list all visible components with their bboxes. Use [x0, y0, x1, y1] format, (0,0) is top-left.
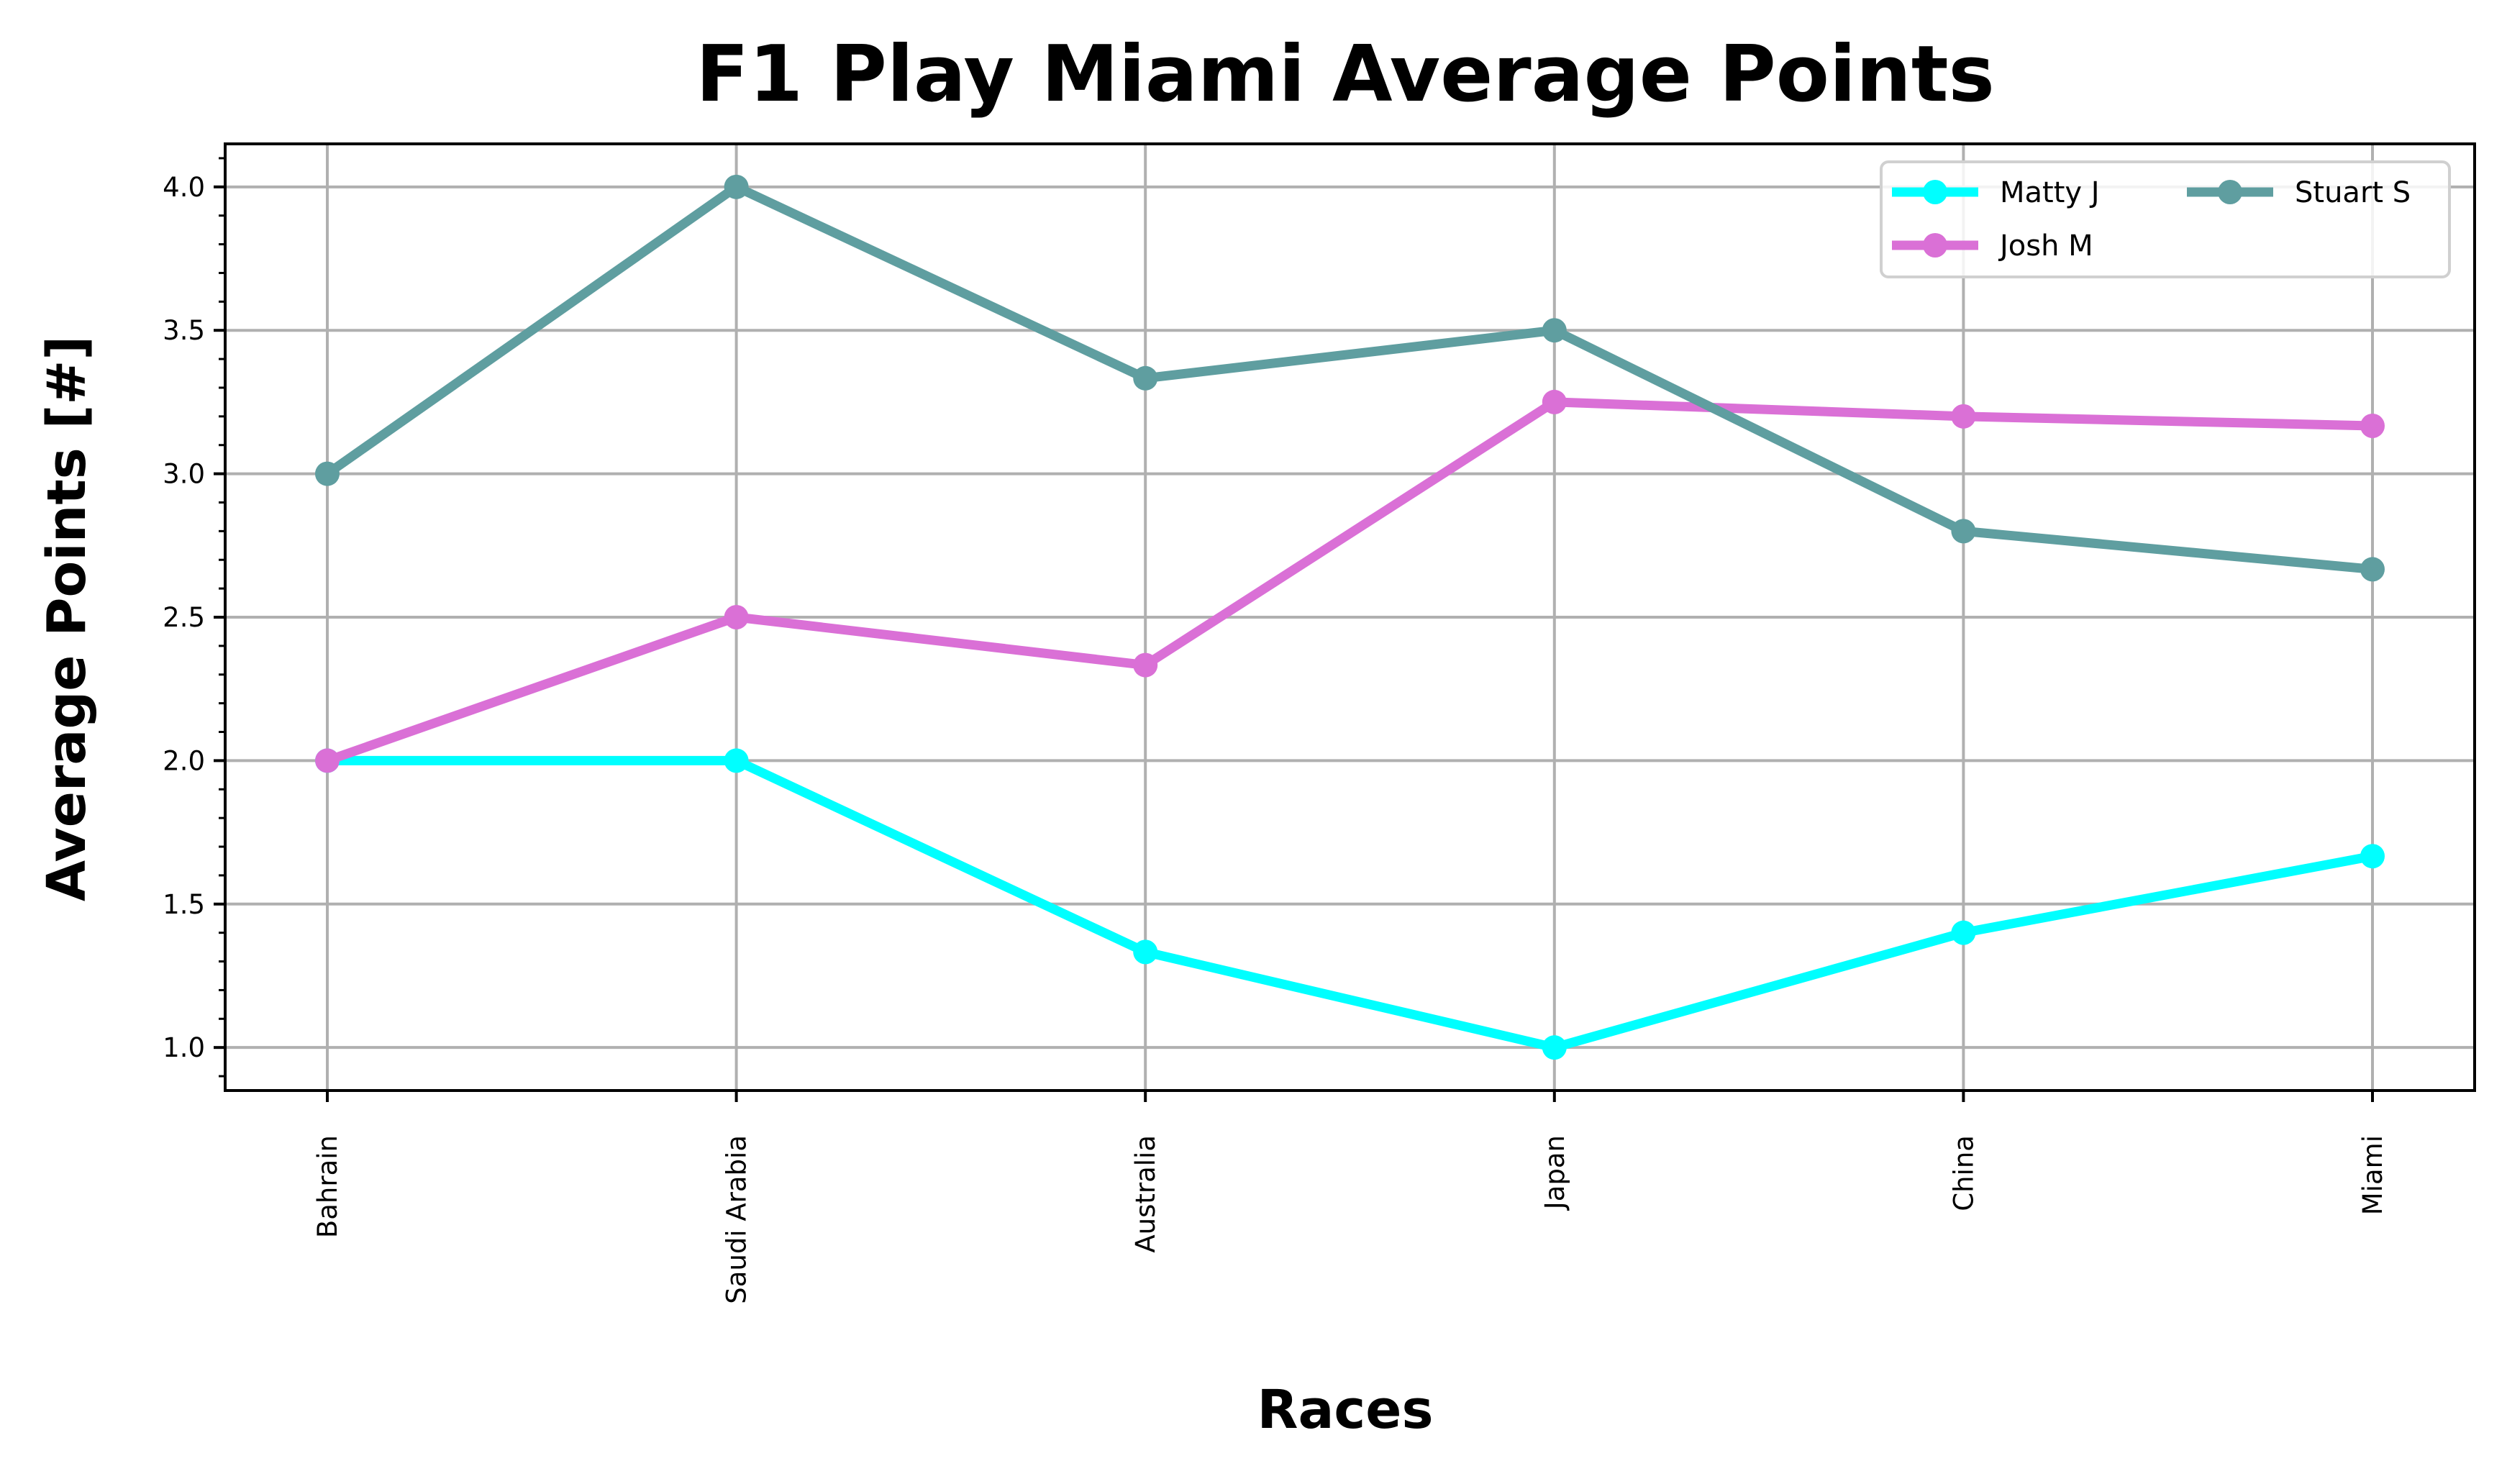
y-tick-label: 2.0: [163, 745, 205, 776]
data-point: [1133, 365, 1158, 391]
grid: [225, 144, 2475, 1091]
series-line: [327, 755, 2374, 1052]
data-point: [1951, 519, 1976, 544]
legend-label: Matty J: [2000, 176, 2100, 209]
x-tick-label: China: [1948, 1135, 1979, 1211]
data-point: [724, 174, 749, 199]
y-tick-label: 3.5: [163, 315, 205, 346]
x-axis-label: Races: [1257, 1379, 1433, 1441]
legend-label: Josh M: [1998, 229, 2093, 263]
data-point: [1133, 652, 1158, 678]
legend-box: [1880, 160, 2451, 278]
x-tick-label: Saudi Arabia: [722, 1135, 752, 1304]
y-tick-label: 3.0: [163, 459, 205, 490]
series-group: [315, 174, 2385, 1060]
x-tick-label: Japan: [1539, 1135, 1570, 1211]
data-point: [1542, 318, 1567, 343]
y-tick-label: 2.5: [163, 602, 205, 633]
data-point: [2360, 844, 2385, 869]
data-point: [315, 461, 340, 486]
y-tick-label: 1.0: [163, 1032, 205, 1063]
series-stuart-s: [315, 174, 2385, 582]
data-point: [1542, 1035, 1567, 1060]
data-point: [1951, 920, 1976, 945]
series-matty-j: [315, 748, 2385, 1060]
series-line: [324, 182, 2373, 574]
data-point: [315, 748, 340, 773]
data-point: [724, 748, 749, 773]
legend-swatch-marker: [2218, 180, 2242, 204]
x-tick-label: Australia: [1130, 1135, 1161, 1253]
legend: Matty J Josh M Stuart S: [1880, 160, 2451, 278]
data-point: [1951, 404, 1976, 429]
data-point: [2360, 557, 2385, 582]
data-point: [2360, 414, 2385, 439]
y-tick-label: 1.5: [163, 889, 205, 920]
data-point: [1542, 389, 1567, 414]
legend-swatch-marker: [1923, 233, 1947, 258]
data-point: [724, 605, 749, 629]
axis-ticks: Bahrain Saudi Arabia Australia Japan China Mi…: [163, 157, 2388, 1304]
legend-swatch-marker: [1923, 180, 1947, 204]
y-tick-label: 4.0: [163, 172, 205, 203]
y-axis-label: Average Points [#]: [36, 336, 98, 901]
series-josh-m: [315, 389, 2385, 773]
chart-title: F1 Play Miami Average Points: [696, 29, 1995, 119]
data-point: [1133, 939, 1158, 965]
series-line: [325, 397, 2373, 765]
x-tick-label: Bahrain: [312, 1135, 343, 1238]
x-tick-label: Miami: [2357, 1135, 2388, 1215]
legend-label: Stuart S: [2295, 176, 2411, 209]
